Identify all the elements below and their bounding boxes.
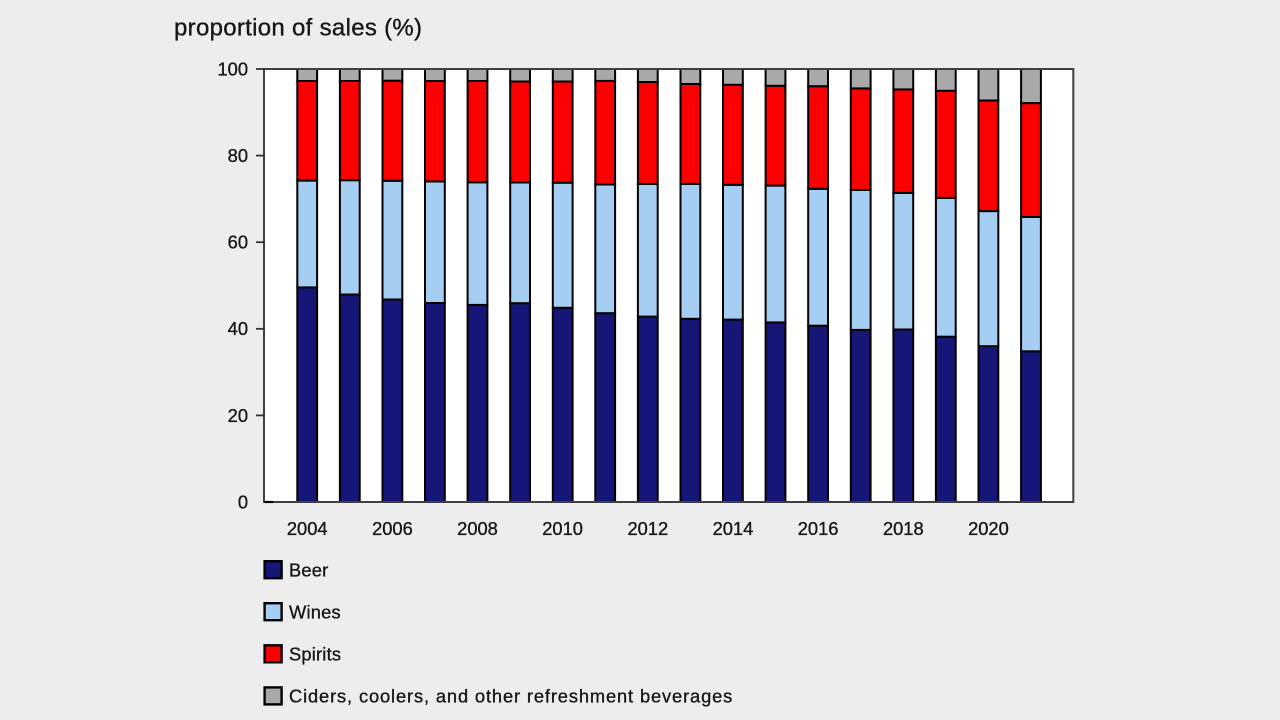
svg-text:2018: 2018: [883, 518, 924, 539]
svg-text:2006: 2006: [372, 518, 413, 539]
svg-text:2012: 2012: [627, 518, 668, 539]
svg-text:20: 20: [228, 405, 248, 426]
svg-text:80: 80: [228, 145, 248, 166]
svg-text:40: 40: [228, 318, 248, 339]
svg-text:60: 60: [228, 232, 248, 253]
svg-text:proportion of sales (%): proportion of sales (%): [174, 15, 422, 42]
svg-text:2010: 2010: [542, 518, 583, 539]
svg-text:Spirits: Spirits: [289, 644, 341, 665]
svg-text:2004: 2004: [287, 518, 328, 539]
svg-text:0: 0: [238, 491, 248, 512]
svg-text:2020: 2020: [968, 518, 1009, 539]
svg-text:100: 100: [217, 58, 248, 79]
svg-text:2014: 2014: [713, 518, 754, 539]
svg-text:Ciders, coolers, and other ref: Ciders, coolers, and other refreshment b…: [289, 686, 733, 707]
svg-text:Beer: Beer: [289, 559, 328, 580]
svg-text:Wines: Wines: [289, 602, 341, 623]
svg-text:2008: 2008: [457, 518, 498, 539]
svg-text:2016: 2016: [798, 518, 839, 539]
